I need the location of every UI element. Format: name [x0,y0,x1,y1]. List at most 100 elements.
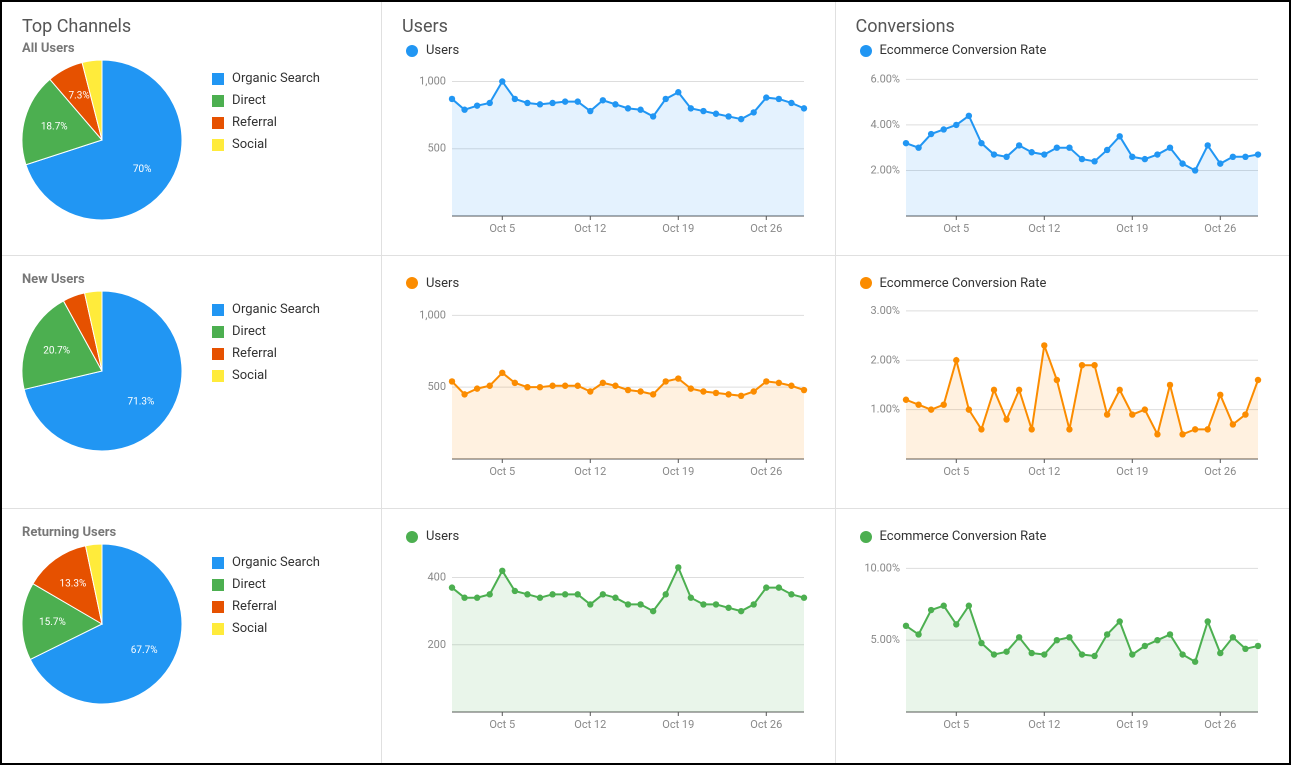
series-point [499,568,505,574]
series-dot-icon [406,45,418,57]
pie-slice-label-referral: 13.3% [60,579,87,590]
series-point [499,369,505,375]
series-point [978,640,984,646]
series-point [1191,426,1197,432]
series-point [700,108,706,114]
x-tick-label: Oct 5 [943,465,969,478]
series-point [1091,158,1097,164]
series-point [940,401,946,407]
series-point [625,387,631,393]
legend-label-direct: Direct [232,323,266,341]
series-legend-users: Users [406,276,815,291]
series-label-users: Users [426,529,459,544]
series-area [906,116,1258,216]
series-point [776,96,782,102]
series-point [1166,381,1172,387]
series-point [1254,151,1260,157]
series-label-users: Users [426,43,459,58]
pie-wrap: 70%18.7%7.3%Organic SearchDirectReferral… [22,60,361,220]
pie-slice-label-direct: 20.7% [43,345,70,356]
x-tick-label: Oct 12 [1028,465,1060,478]
pie-chart: 71.3%20.7% [22,291,182,451]
line-chart: 200400Oct 5Oct 12Oct 19Oct 26 [402,546,812,736]
legend-row-referral: Referral [212,112,320,134]
legend-swatch-organic [212,304,224,316]
series-point [600,97,606,103]
header-users: Users [402,16,815,37]
series-point [625,602,631,608]
y-tick-label: 500 [427,380,446,393]
series-dot-icon [860,45,872,57]
series-point [1129,154,1135,160]
series-point [738,116,744,122]
series-point [915,632,921,638]
series-point [650,391,656,397]
series-point [461,595,467,601]
series-point [612,595,618,601]
pie-slice-label-organic: 70% [133,164,152,175]
series-legend-conv: Ecommerce Conversion Rate [860,43,1270,58]
series-point [1003,416,1009,422]
series-point [549,382,555,388]
series-point [927,406,933,412]
pie-slice-label-organic: 67.7% [131,645,158,656]
series-point [965,603,971,609]
series-point [725,391,731,397]
legend-row-referral: Referral [212,343,320,365]
series-point [940,126,946,132]
line-chart: 2.00%4.00%6.00%Oct 5Oct 12Oct 19Oct 26 [856,60,1266,240]
series-point [1166,632,1172,638]
series-point [549,100,555,106]
series-point [1078,652,1084,658]
series-point [1129,411,1135,417]
series-point [549,591,555,597]
cell-channels-0: Top ChannelsAll Users70%18.7%7.3%Organic… [2,2,382,256]
y-tick-label: 4.00% [870,118,900,131]
series-point [461,107,467,113]
series-point [953,357,959,363]
legend-swatch-direct [212,579,224,591]
x-tick-label: Oct 19 [1116,465,1148,478]
pie-slice-label-direct: 15.7% [39,617,66,628]
series-dot-icon [406,277,418,289]
legend-label-direct: Direct [232,92,266,110]
series-point [751,109,757,115]
pie-wrap: 71.3%20.7%Organic SearchDirectReferralSo… [22,291,361,451]
series-point [637,602,643,608]
legend-label-direct: Direct [232,576,266,594]
series-point [1053,144,1059,150]
series-point [953,122,959,128]
pie-legend: Organic SearchDirectReferralSocial [212,299,320,387]
series-point [1217,650,1223,656]
x-tick-label: Oct 5 [943,222,969,235]
series-point [587,388,593,394]
series-point [537,384,543,390]
series-point [1015,386,1021,392]
legend-swatch-referral [212,348,224,360]
series-point [1028,650,1034,656]
series-point [612,382,618,388]
header-conversions: Conversions [856,16,1270,37]
pie-legend: Organic SearchDirectReferralSocial [212,68,320,156]
legend-swatch-direct [212,326,224,338]
cell-channels-2: Returning Users67.7%15.7%13.3%Organic Se… [2,509,382,763]
legend-label-social: Social [232,367,267,385]
cell-channels-1: New Users71.3%20.7%Organic SearchDirectR… [2,256,382,510]
legend-label-referral: Referral [232,345,277,363]
series-point [915,144,921,150]
legend-row-direct: Direct [212,90,320,112]
x-tick-label: Oct 26 [750,718,782,731]
series-point [688,385,694,391]
series-point [474,595,480,601]
series-point [1041,652,1047,658]
series-point [1028,426,1034,432]
series-point [1204,619,1210,625]
series-point [990,386,996,392]
legend-swatch-organic [212,557,224,569]
cell-users-0: UsersUsers5001,000Oct 5Oct 12Oct 19Oct 2… [382,2,836,256]
series-point [1028,149,1034,155]
pie-wrap: 67.7%15.7%13.3%Organic SearchDirectRefer… [22,544,361,704]
series-point [512,379,518,385]
series-dot-icon [860,277,872,289]
legend-row-direct: Direct [212,574,320,596]
